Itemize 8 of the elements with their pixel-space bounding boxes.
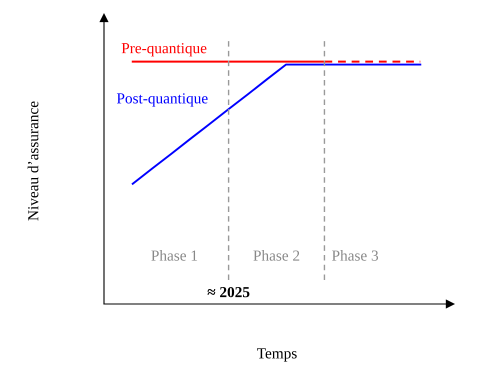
annotation: Phase 2: [253, 250, 300, 261]
x-axis-title: Temps: [257, 348, 297, 362]
annotation: ≈ 2025: [208, 286, 250, 298]
annotation: Phase 1: [151, 250, 198, 261]
y-axis-title: Niveau d’assurance: [28, 102, 38, 221]
series-label: Post-quantique: [116, 93, 208, 107]
annotation: Phase 3: [332, 250, 378, 261]
series-label: Pre-quantique: [122, 43, 206, 56]
